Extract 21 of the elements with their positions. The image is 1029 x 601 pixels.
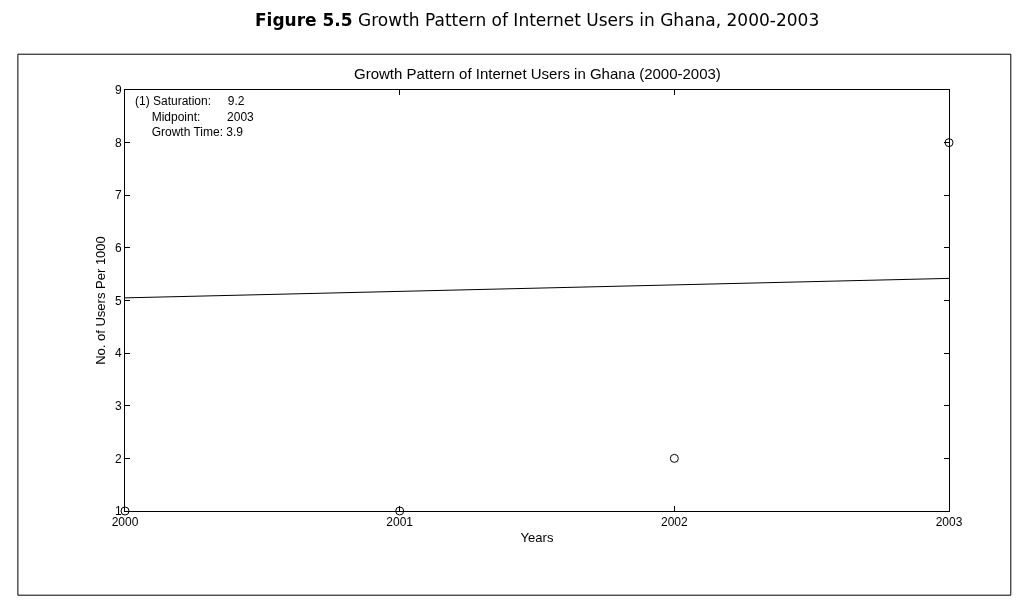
y-tick-label: 9 xyxy=(114,83,122,98)
y-tick-label: 8 xyxy=(114,135,122,150)
y-tick-label: 6 xyxy=(114,241,122,256)
y-tick-label: 5 xyxy=(114,293,122,308)
y-tick-label: 7 xyxy=(114,188,122,203)
x-tick-label: 2001 xyxy=(386,515,414,530)
y-tick-label: 4 xyxy=(114,346,122,361)
point xyxy=(395,506,405,516)
x-tick-label: 2003 xyxy=(935,515,963,530)
annotation: (1) Saturation: 9.2 Midpoint: 2003 Growth Time: 3.9 xyxy=(135,94,255,140)
y-tick-label: 2 xyxy=(114,451,122,466)
point xyxy=(120,506,130,516)
x-axis-title: Years xyxy=(520,530,554,545)
x-tick-label: 2000 xyxy=(111,515,139,530)
x-tick-label: 2002 xyxy=(660,515,688,530)
y-tick-label: 3 xyxy=(114,398,122,413)
y-axis-title: No. of Users Per 1000 xyxy=(92,236,108,365)
point xyxy=(669,453,679,463)
chart-subtitle: Growth Pattern of Internet Users in Ghana (2000-2003) xyxy=(354,65,721,82)
point xyxy=(944,138,954,148)
chart-title: Figure 5.5 Growth Pattern of Internet Users in Ghana, 2000-2003 xyxy=(255,10,820,30)
